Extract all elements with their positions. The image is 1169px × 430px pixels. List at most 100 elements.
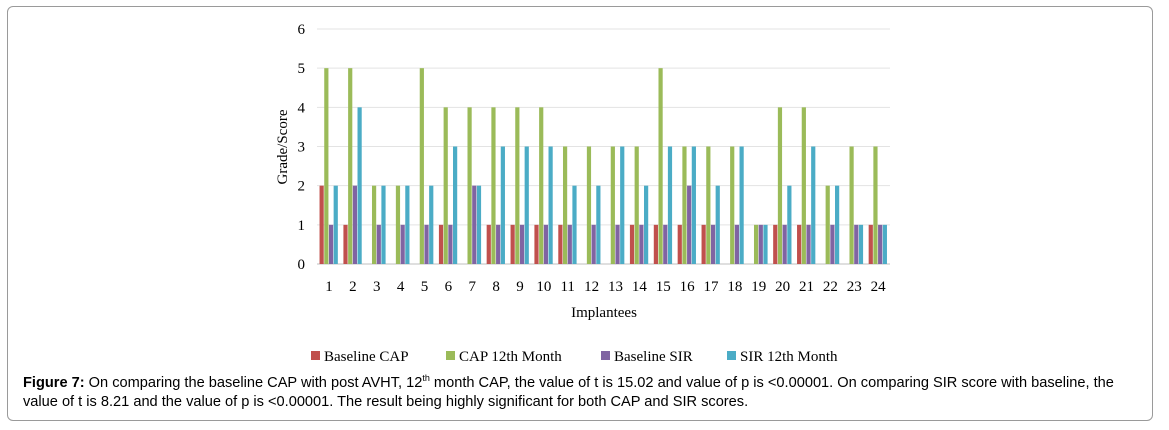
bar: [324, 68, 329, 265]
bar: [629, 224, 635, 264]
x-tick-label: 1: [325, 279, 333, 295]
bar: [424, 224, 429, 264]
x-tick-label: 10: [536, 279, 551, 295]
x-tick-labels: 1 2 3 4 5 6 7 8 9 10 11 12 13 14 15 16 17 18 19 20 21 22 23 24: [325, 279, 886, 295]
bar: [333, 185, 338, 264]
bar: [562, 146, 568, 264]
x-tick-label: 15: [656, 279, 671, 295]
x-tick-label: 12: [584, 279, 599, 295]
bar: [539, 107, 544, 264]
bar: [376, 224, 381, 264]
legend-label: Baseline CAP: [324, 349, 409, 365]
caption-text-1: On comparing the baseline CAP with post …: [84, 375, 423, 391]
y-tick-label: 0: [298, 257, 306, 273]
legend: Baseline CAP CAP 12th Month Baseline SIR SI…: [311, 349, 838, 365]
gridlines: [317, 28, 890, 265]
bar: [739, 146, 744, 264]
bar: [524, 146, 529, 264]
bar: [620, 146, 625, 264]
bar: [381, 185, 386, 264]
bar: [352, 185, 358, 264]
bar: [811, 146, 816, 264]
x-tick-label: 2: [349, 279, 357, 295]
bar: [419, 68, 424, 265]
x-tick-label: 7: [468, 279, 476, 295]
y-tick-label: 5: [298, 61, 306, 77]
bar: [787, 185, 792, 264]
bar: [543, 224, 549, 264]
y-tick-label: 6: [298, 22, 306, 38]
bars: [319, 68, 887, 265]
bar: [567, 224, 572, 264]
x-tick-label: 19: [751, 279, 766, 295]
bar: [343, 224, 348, 264]
bar: [782, 224, 787, 264]
bar: [882, 224, 887, 264]
legend-swatch: [601, 351, 610, 360]
y-axis-label: Grade/Score: [275, 109, 291, 184]
bar: [429, 185, 434, 264]
bar: [658, 68, 663, 265]
bar: [691, 146, 696, 264]
bar: [500, 146, 505, 264]
figure-caption: Figure 7: On comparing the baseline CAP …: [23, 374, 1148, 412]
bar: [701, 224, 706, 264]
bar: [443, 107, 448, 264]
bar: [777, 107, 783, 264]
x-tick-label: 9: [516, 279, 524, 295]
bar: [448, 224, 453, 264]
caption-superscript: th: [422, 373, 430, 384]
legend-swatch: [727, 351, 736, 360]
legend-swatch: [311, 351, 320, 360]
y-tick-label: 2: [298, 179, 306, 195]
bar: [405, 185, 410, 264]
x-tick-label: 20: [775, 279, 790, 295]
bar: [400, 224, 405, 264]
bar: [610, 146, 615, 264]
bar: [510, 224, 515, 264]
y-tick-label: 1: [298, 218, 306, 234]
bar: [858, 224, 864, 264]
bar: [467, 107, 472, 264]
bar: [849, 146, 854, 264]
bar: [572, 185, 577, 264]
x-tick-label: 22: [823, 279, 838, 295]
bar: [873, 146, 878, 264]
bar: [639, 224, 644, 264]
bar: [438, 224, 444, 264]
x-tick-label: 23: [847, 279, 862, 295]
x-tick-label: 4: [397, 279, 405, 295]
bar: [687, 185, 692, 264]
bar: [763, 224, 768, 264]
bar: [753, 224, 759, 264]
bar: [395, 185, 401, 264]
bar: [734, 224, 740, 264]
x-tick-label: 5: [421, 279, 429, 295]
bar: [710, 224, 716, 264]
x-tick-label: 13: [608, 279, 623, 295]
bar: [868, 224, 873, 264]
bar: [835, 185, 840, 264]
legend-label: CAP 12th Month: [459, 349, 562, 365]
bar: [615, 224, 620, 264]
bar: [825, 185, 830, 264]
x-tick-label: 17: [703, 279, 719, 295]
x-tick-label: 16: [680, 279, 696, 295]
bar: [773, 224, 778, 264]
bar: [519, 224, 525, 264]
legend-label: Baseline SIR: [614, 349, 693, 365]
bar: [634, 146, 639, 264]
caption-text-2: month CAP, the value of t is 15.02 and v…: [23, 375, 1114, 410]
bar: [348, 68, 353, 265]
y-tick-label: 4: [298, 100, 306, 116]
x-tick-label: 21: [799, 279, 814, 295]
y-tick-label: 3: [298, 140, 306, 156]
x-tick-label: 11: [560, 279, 574, 295]
legend-swatch: [446, 351, 455, 360]
legend-label: SIR 12th Month: [740, 349, 838, 365]
bar: [534, 224, 539, 264]
bar: [682, 146, 687, 264]
bar: [854, 224, 859, 264]
y-tick-labels: 0 1 2 3 4 5 6: [298, 22, 306, 273]
